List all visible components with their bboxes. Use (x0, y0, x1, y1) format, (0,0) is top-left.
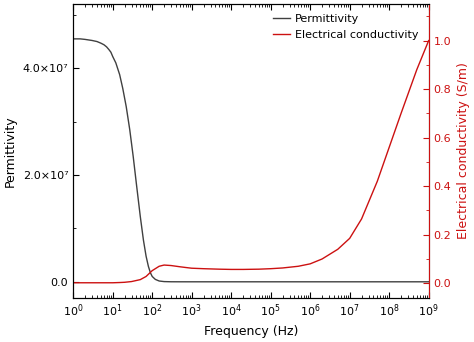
Electrical conductivity (104, 281, 109, 285)
Electrical conductivity (307, 262, 313, 266)
Electrical conductivity (168, 263, 174, 267)
Electrical conductivity (319, 257, 325, 261)
Electrical conductivity (183, 265, 189, 269)
Electrical conductivity (426, 39, 431, 43)
Electrical conductivity (70, 281, 76, 285)
Permittivity (228, 280, 234, 284)
Y-axis label: Electrical conductivity (S/m): Electrical conductivity (S/m) (457, 63, 470, 239)
Line: Permittivity: Permittivity (73, 39, 428, 282)
Electrical conductivity (374, 179, 380, 183)
Permittivity (189, 280, 194, 284)
Y-axis label: Permittivity: Permittivity (4, 115, 17, 187)
Electrical conductivity (295, 264, 301, 268)
Permittivity (217, 280, 222, 284)
Permittivity (386, 280, 392, 284)
Electrical conductivity (335, 247, 341, 251)
Permittivity (113, 61, 118, 65)
Electrical conductivity (129, 279, 135, 284)
Permittivity (149, 274, 155, 278)
Permittivity (110, 54, 116, 58)
Electrical conductivity (161, 263, 167, 267)
Legend: Permittivity, Electrical conductivity: Permittivity, Electrical conductivity (268, 10, 423, 44)
Permittivity (101, 43, 107, 47)
Electrical conductivity (359, 217, 365, 221)
Permittivity (347, 280, 353, 284)
Line: Electrical conductivity: Electrical conductivity (73, 41, 428, 283)
Electrical conductivity (240, 267, 246, 272)
Permittivity (143, 254, 149, 258)
Permittivity (183, 280, 189, 284)
Permittivity (98, 41, 104, 45)
Permittivity (268, 280, 273, 284)
Permittivity (141, 238, 146, 242)
Electrical conductivity (137, 278, 143, 282)
Electrical conductivity (256, 267, 262, 271)
Permittivity (146, 264, 151, 268)
Permittivity (117, 73, 122, 77)
Electrical conductivity (143, 274, 149, 278)
Electrical conductivity (386, 145, 392, 149)
Permittivity (156, 279, 162, 283)
Electrical conductivity (89, 281, 95, 285)
Electrical conductivity (189, 266, 194, 270)
Electrical conductivity (149, 268, 155, 273)
X-axis label: Frequency (Hz): Frequency (Hz) (204, 325, 298, 338)
Electrical conductivity (110, 281, 116, 285)
Electrical conductivity (268, 267, 273, 271)
Electrical conductivity (117, 280, 122, 285)
Permittivity (82, 37, 88, 41)
Electrical conductivity (347, 236, 353, 240)
Permittivity (123, 105, 129, 109)
Electrical conductivity (122, 280, 128, 284)
Permittivity (137, 215, 143, 219)
Permittivity (94, 39, 100, 43)
Permittivity (106, 48, 112, 52)
Permittivity (168, 280, 174, 284)
Permittivity (127, 128, 133, 132)
Permittivity (147, 271, 153, 275)
Electrical conductivity (82, 281, 88, 285)
Electrical conductivity (280, 266, 285, 270)
Electrical conductivity (201, 267, 207, 271)
Electrical conductivity (414, 68, 419, 72)
Permittivity (177, 280, 182, 284)
Electrical conductivity (228, 267, 234, 272)
Electrical conductivity (177, 265, 182, 269)
Permittivity (426, 280, 431, 284)
Permittivity (70, 37, 76, 41)
Permittivity (108, 50, 114, 54)
Permittivity (104, 45, 109, 49)
Permittivity (307, 280, 313, 284)
Electrical conductivity (398, 111, 404, 116)
Permittivity (89, 38, 95, 42)
Electrical conductivity (98, 281, 104, 285)
Electrical conductivity (217, 267, 222, 271)
Electrical conductivity (156, 264, 162, 268)
Permittivity (130, 154, 136, 158)
Permittivity (161, 279, 167, 284)
Permittivity (153, 277, 158, 281)
Permittivity (77, 37, 83, 41)
Permittivity (120, 87, 126, 91)
Permittivity (134, 183, 139, 187)
